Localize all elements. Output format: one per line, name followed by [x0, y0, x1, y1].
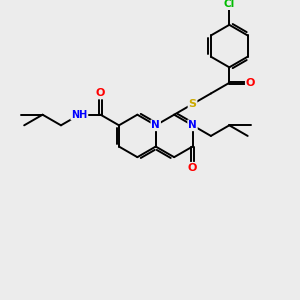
Text: N: N — [188, 120, 197, 130]
Text: O: O — [246, 78, 255, 88]
Text: N: N — [152, 120, 160, 130]
Text: Cl: Cl — [224, 0, 235, 9]
Text: O: O — [188, 163, 197, 173]
Text: O: O — [96, 88, 105, 98]
Text: S: S — [188, 99, 196, 109]
Text: NH: NH — [71, 110, 88, 120]
